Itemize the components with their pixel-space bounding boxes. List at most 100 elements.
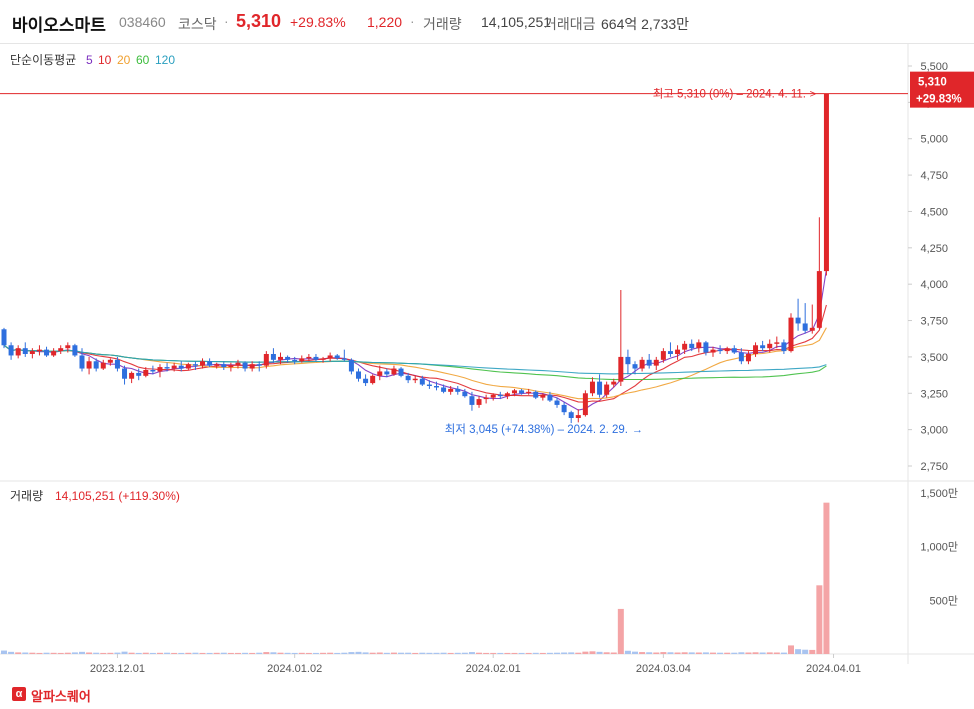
- stock-name[interactable]: 바이오스마트: [12, 16, 106, 35]
- date-tick-label: 2024.01.02: [267, 663, 322, 675]
- date-tick-label: 2024.04.01: [806, 663, 861, 675]
- volume-bar: [468, 652, 475, 654]
- volume-bar: [780, 652, 787, 654]
- price-tick-label: 3,250: [920, 388, 948, 400]
- candle-body: [639, 359, 645, 369]
- current-price: 5,310: [236, 11, 282, 31]
- volume-bar: [738, 652, 745, 654]
- candle-body: [221, 364, 227, 368]
- volume-bar: [376, 652, 383, 654]
- candle-body: [561, 404, 567, 413]
- date-tick-label: 2024.02.01: [466, 663, 521, 675]
- volume-bar: [86, 652, 93, 654]
- volume-bar: [36, 652, 43, 654]
- candle-body: [667, 351, 673, 354]
- volume-bar: [610, 652, 617, 654]
- ma-legend-item: 5: [86, 53, 93, 67]
- candle-body: [278, 356, 284, 360]
- volume-bar: [220, 652, 227, 654]
- candle-body: [306, 356, 312, 359]
- candle-body: [15, 348, 21, 356]
- candle-body: [823, 93, 829, 272]
- candle-body: [356, 371, 361, 379]
- volume-bar: [476, 652, 483, 654]
- candle-body: [384, 371, 390, 375]
- volume-bar: [454, 652, 461, 654]
- volume-bar: [78, 651, 85, 654]
- volume-bar: [632, 651, 639, 654]
- volume-bar: [64, 652, 71, 654]
- volume-panel-value: 14,105,251 (+119.30%): [55, 489, 180, 503]
- candle-body: [412, 378, 418, 381]
- volume-bar: [802, 649, 809, 654]
- volume-bar: [681, 652, 688, 654]
- candle-body: [65, 345, 71, 349]
- volume-bar: [43, 652, 50, 654]
- candle-body: [341, 358, 347, 360]
- volume-bar: [773, 652, 780, 654]
- volume-bar: [518, 652, 525, 654]
- candle-body: [100, 362, 106, 369]
- candle-body: [8, 345, 14, 356]
- ma-legend-title: 단순이동평균: [10, 53, 76, 67]
- volume-bar: [575, 652, 582, 654]
- volume-tick-label: 1,000만: [920, 541, 958, 554]
- volume-bar: [795, 649, 802, 654]
- candle-body: [419, 378, 425, 385]
- volume-bar: [71, 652, 78, 654]
- stock-chart[interactable]: 5,5005,2505,0004,7504,5004,2504,0003,750…: [0, 44, 974, 680]
- volume-bar: [369, 652, 376, 654]
- candle-body: [703, 342, 709, 353]
- candle-body: [185, 364, 191, 369]
- volume-bar: [483, 652, 490, 654]
- candle-body: [313, 356, 319, 360]
- volume-bar: [440, 652, 447, 654]
- ma-legend: 5 10 20 60 120: [86, 53, 175, 67]
- candle-body: [802, 323, 808, 331]
- volume-bar: [674, 652, 681, 654]
- volume-bar: [596, 651, 603, 654]
- candle-body: [540, 394, 546, 398]
- candle-body: [391, 368, 397, 375]
- volume-bar: [178, 652, 185, 654]
- candle-body: [363, 378, 369, 384]
- volume-tick-label: 1,500만: [920, 487, 958, 500]
- candle-body: [22, 348, 28, 354]
- volume-bar: [256, 652, 263, 654]
- candle-body: [299, 358, 305, 362]
- candle-body: [214, 364, 220, 366]
- candle-body: [228, 365, 234, 368]
- candle-body: [334, 355, 340, 359]
- candle-body: [625, 356, 631, 365]
- volume-bar: [362, 652, 369, 654]
- price-tick-label: 3,000: [920, 425, 948, 437]
- candle-body: [200, 361, 206, 366]
- volume-bar: [710, 652, 716, 654]
- candle-body: [816, 271, 822, 328]
- volume-bar: [270, 652, 277, 654]
- volume-bar: [816, 585, 823, 654]
- price-tick-label: 4,500: [920, 206, 948, 218]
- candle-body: [795, 317, 801, 324]
- candle-body: [370, 375, 376, 384]
- arrow-right-icon: >: [810, 89, 816, 101]
- price-tick-label: 2,750: [920, 461, 948, 473]
- candle-body: [270, 354, 276, 360]
- candle-body: [348, 359, 354, 372]
- volume-bar: [8, 651, 15, 654]
- volume-bar: [114, 652, 121, 654]
- volume-bar: [305, 652, 312, 654]
- volume-bar: [554, 652, 561, 654]
- volume-bar: [624, 650, 631, 654]
- candle-body: [405, 375, 411, 381]
- candle-body: [377, 371, 383, 376]
- volume-value: 14,105,251: [481, 14, 552, 30]
- volume-bar: [355, 651, 362, 654]
- separator-dot: ·: [410, 13, 415, 29]
- brand-name[interactable]: 알파스퀘어: [31, 689, 91, 704]
- candle-body: [724, 348, 730, 352]
- candle-body: [774, 342, 780, 344]
- volume-bar: [447, 652, 454, 654]
- volume-bar: [525, 652, 532, 654]
- candle-body: [597, 381, 603, 395]
